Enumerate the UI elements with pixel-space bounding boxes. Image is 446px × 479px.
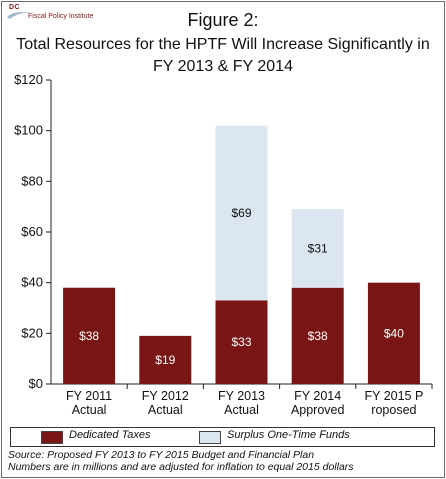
legend-label-surplus-funds: Surplus One-Time Funds [227,429,350,441]
y-tick-label: $40 [21,275,43,290]
source-note: Source: Proposed FY 2013 to FY 2015 Budg… [8,449,315,461]
logo-abbrev: DC [9,4,21,11]
legend-swatch-surplus-funds [199,431,221,444]
bar-segment [215,300,268,384]
x-category-label: FY 2012 [142,389,189,403]
legend-label-dedicated-taxes: Dedicated Taxes [69,429,151,441]
bar-value-label: $19 [155,353,175,367]
x-category-label: roposed [371,403,416,417]
x-category-label: FY 2014 [294,389,341,403]
x-category-label: FY 2011 [66,389,112,403]
x-category-label: FY 2013 [218,389,265,403]
bar-segment [291,209,344,288]
y-tick-label: $80 [21,173,43,188]
bar-segment [139,335,192,384]
bar-segment [215,125,268,301]
x-category-label: Actual [148,403,183,417]
publisher-logo: DC Fiscal Policy Institute [6,4,116,26]
y-tick-label: $60 [21,224,43,239]
bar-segment [63,287,116,384]
bar-value-label: $38 [79,329,99,343]
y-tick-label: $120 [14,72,43,87]
logo-name: Fiscal Policy Institute [28,13,94,20]
bar-value-label: $33 [231,335,251,349]
y-tick-label: $100 [14,123,43,138]
y-tick-label: $20 [21,325,43,340]
x-category-label: Actual [72,403,107,417]
bar-value-label: $38 [308,329,328,343]
x-category-label: Approved [291,403,345,417]
bar-segment [291,287,344,384]
bar-segment [367,282,420,384]
units-note: Numbers are in millions and are adjusted… [8,461,354,473]
x-category-label: FY 2015 P [364,389,423,403]
chart-title: Total Resources for the HPTF Will Increa… [16,36,430,53]
bar-value-label: $69 [231,206,251,220]
figure-number: Figure 2: [187,10,259,30]
chart-legend: Dedicated Taxes Surplus One-Time Funds [10,427,435,447]
bar-value-label: $31 [308,241,328,255]
legend-swatch-dedicated-taxes [41,431,63,444]
bar-value-label: $40 [384,326,404,340]
chart-title-line2: FY 2013 & FY 2014 [153,58,293,75]
logo-swoosh-icon [7,12,32,19]
x-category-label: Actual [224,403,259,417]
y-tick-label: $0 [29,376,43,391]
